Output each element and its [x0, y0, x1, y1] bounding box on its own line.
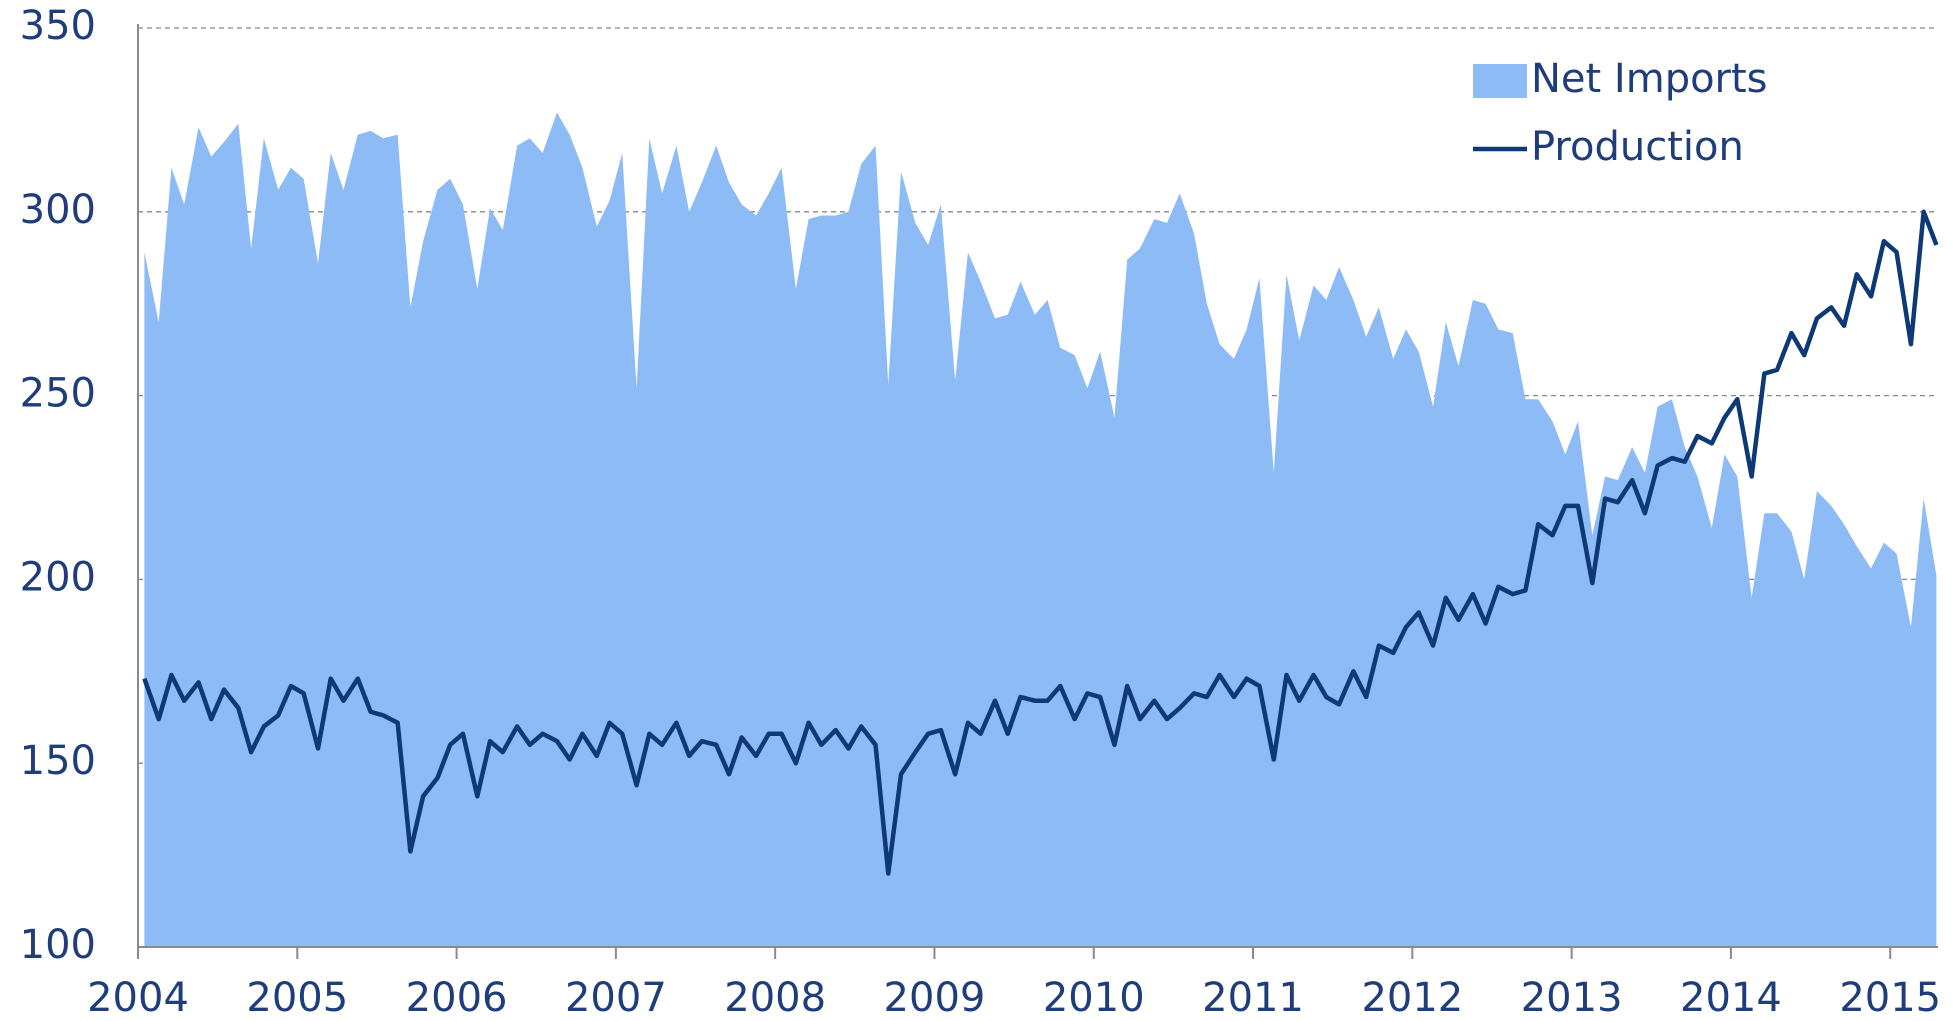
x-tick-label: 2006	[406, 975, 508, 1021]
legend-label: Production	[1531, 124, 1744, 170]
y-tick-label: 150	[20, 738, 96, 784]
x-tick-label: 2011	[1202, 975, 1304, 1021]
x-tick-label: 2013	[1521, 975, 1623, 1021]
y-tick-label: 250	[20, 371, 96, 417]
y-tick-label: 100	[20, 922, 96, 968]
x-tick-label: 2010	[1043, 975, 1145, 1021]
x-tick-label: 2009	[884, 975, 986, 1021]
y-tick-label: 200	[20, 554, 96, 600]
production-line	[142, 209, 1939, 876]
y-tick-label: 300	[20, 187, 96, 233]
x-tick-label: 2008	[724, 975, 826, 1021]
x-tick-label: 2015	[1839, 975, 1941, 1021]
x-tick-label: 2007	[565, 975, 667, 1021]
y-tick-label: 350	[20, 3, 96, 49]
x-tick-label: 2012	[1361, 975, 1463, 1021]
x-tick-label: 2004	[87, 975, 189, 1021]
plot-layer	[138, 27, 1938, 948]
net-imports-area	[144, 112, 1937, 948]
x-tick-label: 2014	[1680, 975, 1782, 1021]
legend-label: Net Imports	[1531, 56, 1768, 102]
x-tick-label: 2005	[246, 975, 348, 1021]
legend-swatch	[1473, 64, 1527, 98]
